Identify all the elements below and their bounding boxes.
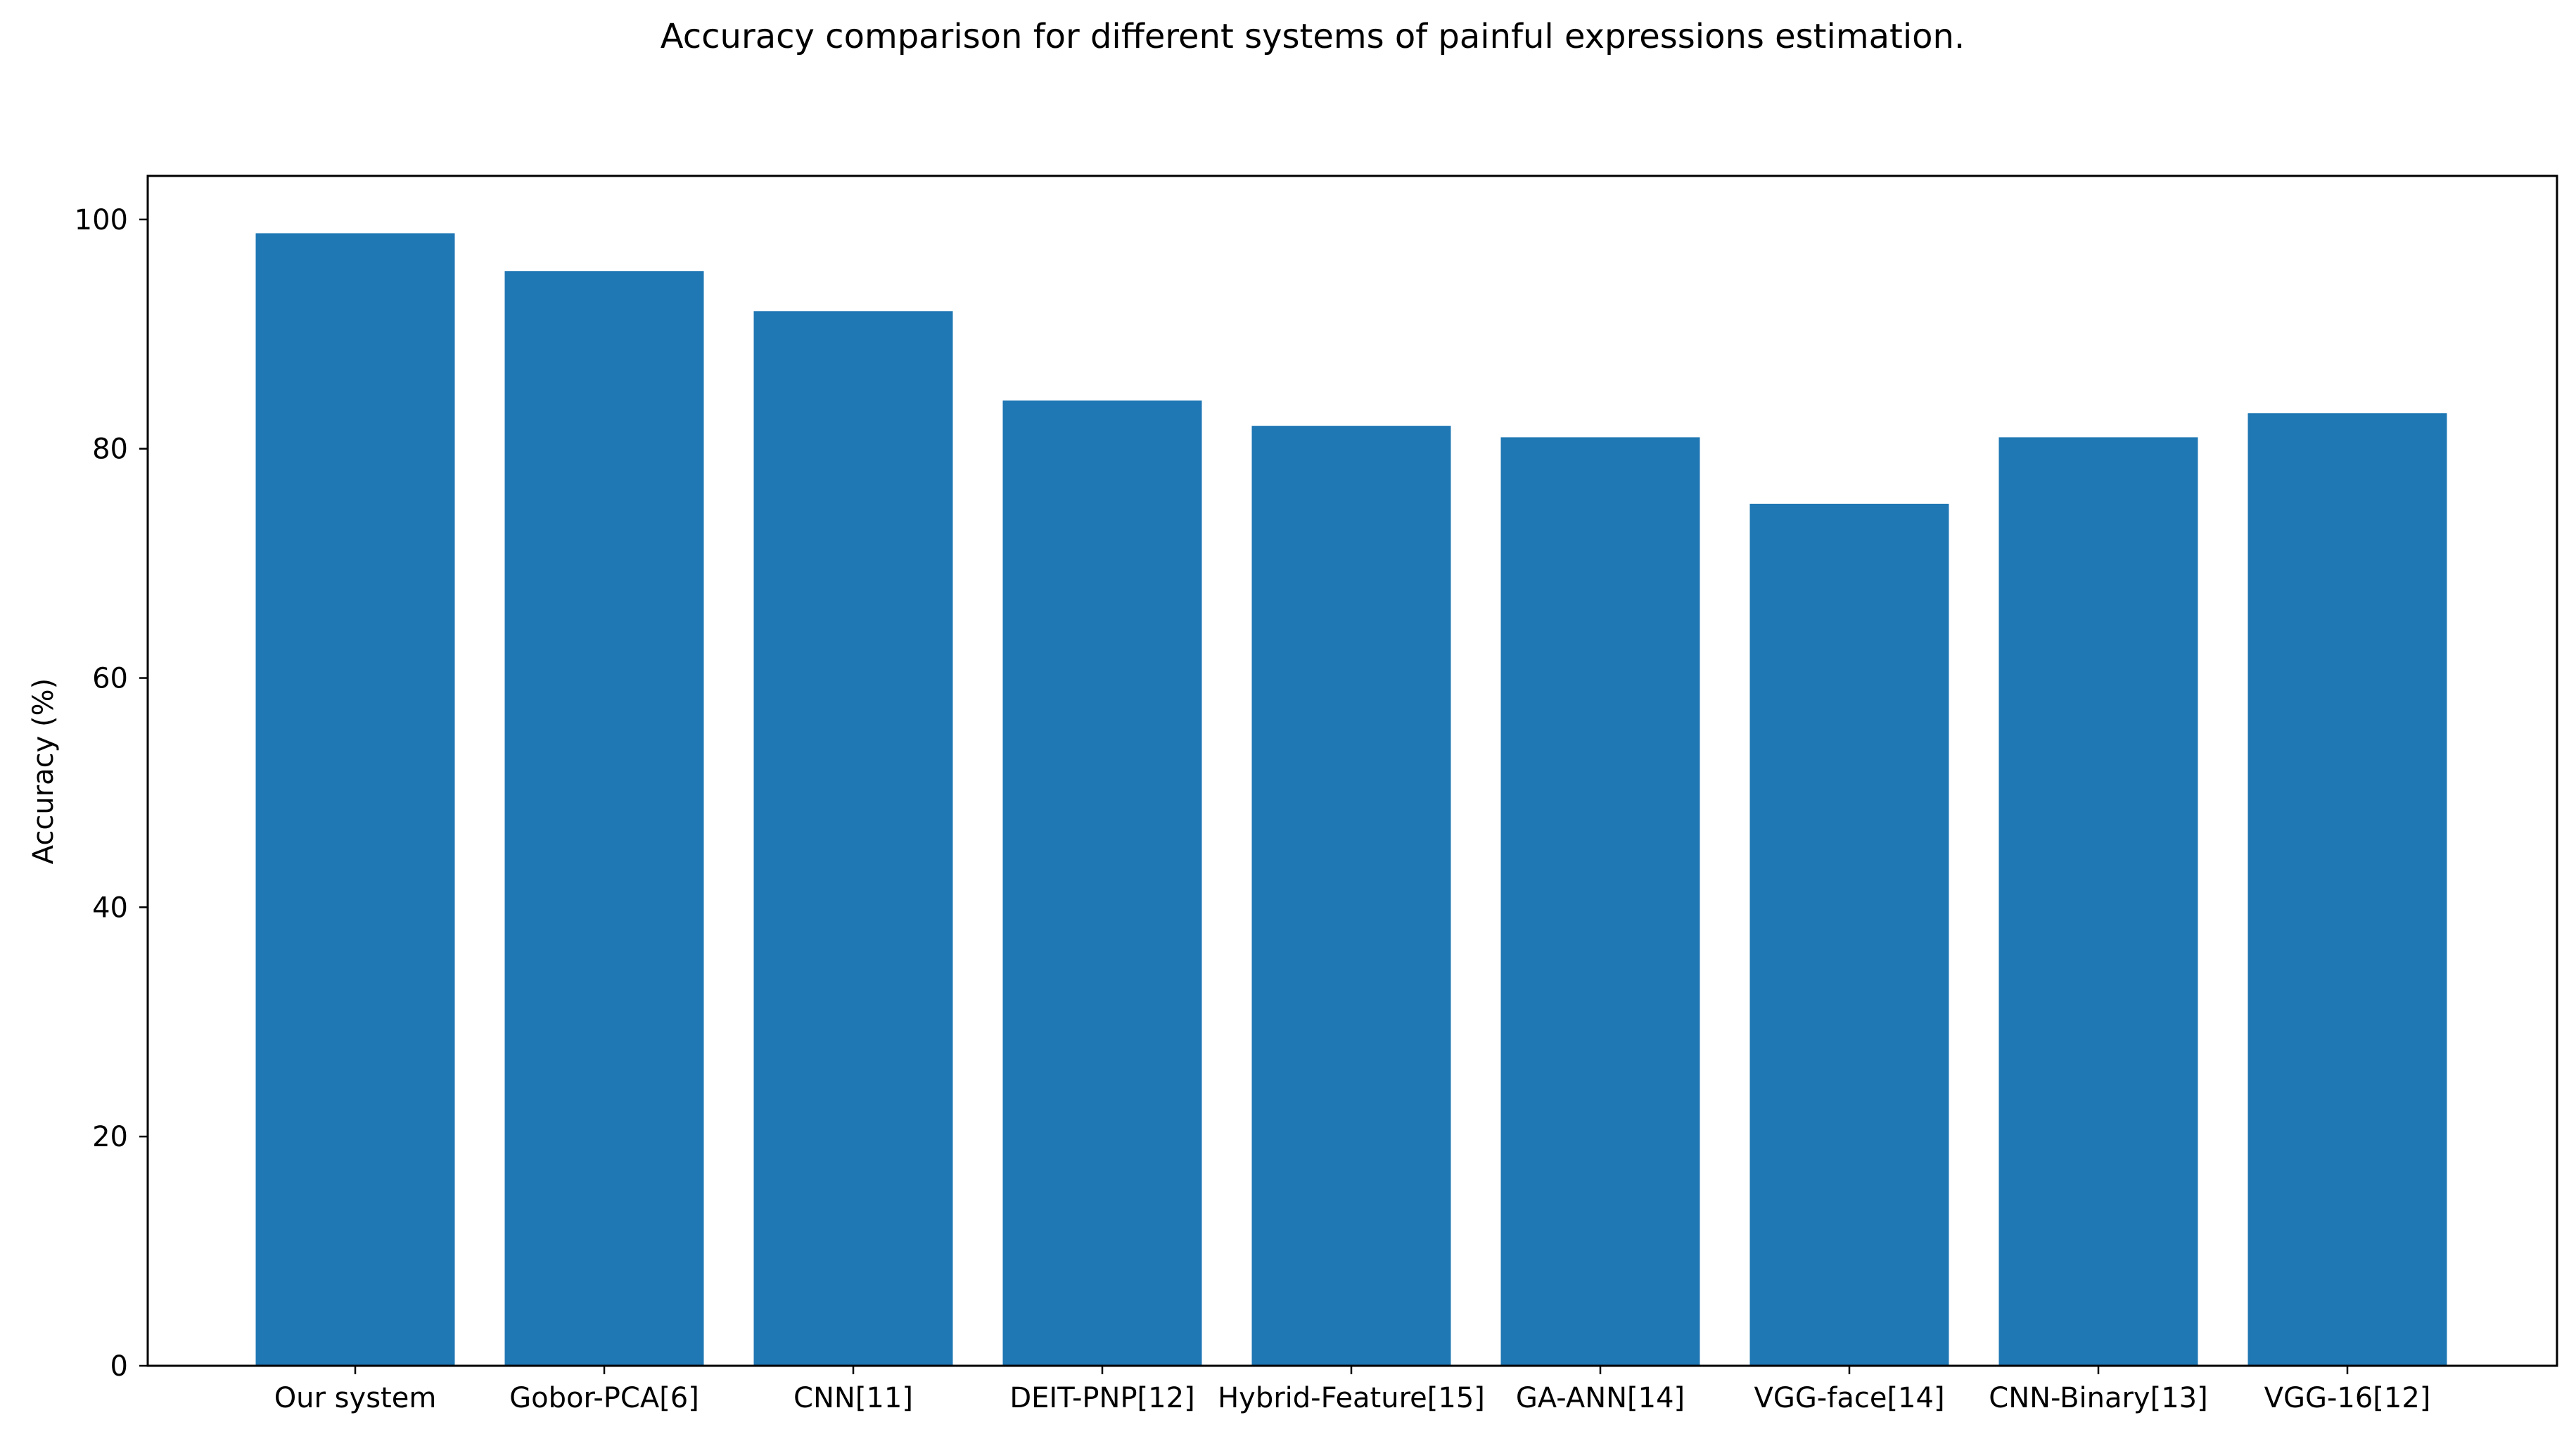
x-tick-label: CNN-Binary[13] [1989, 1382, 2207, 1414]
x-tick-label: GA-ANN[14] [1516, 1382, 1685, 1414]
chart-title: Accuracy comparison for different system… [661, 17, 1965, 56]
bar-2 [753, 311, 953, 1366]
bar-8 [2247, 413, 2447, 1366]
y-axis-label: Accuracy (%) [27, 678, 60, 865]
y-tick-label: 0 [110, 1350, 128, 1383]
x-axis-ticks: Our system Gobor-PCA[6] CNN[11] DEIT-PNP[12… [274, 1366, 2431, 1414]
bar-4 [1251, 426, 1451, 1366]
y-tick-label: 80 [92, 433, 128, 466]
y-tick-label: 20 [92, 1121, 128, 1153]
bar-7 [1998, 437, 2198, 1366]
y-tick-label: 100 [75, 204, 128, 236]
bar-0 [255, 233, 455, 1366]
x-tick-label: VGG-16[12] [2264, 1382, 2431, 1414]
bars-group [255, 233, 2447, 1366]
bar-5 [1500, 437, 1700, 1366]
bar-6 [1749, 503, 1949, 1366]
y-tick-label: 60 [92, 663, 128, 695]
y-tick-label: 40 [92, 892, 128, 924]
bar-3 [1002, 400, 1202, 1366]
plot-frame [146, 175, 2558, 1367]
y-axis-ticks: 0 20 40 60 80 100 [75, 204, 148, 1383]
x-tick-label: Our system [274, 1382, 437, 1414]
x-tick-label: DEIT-PNP[12] [1009, 1382, 1194, 1414]
x-tick-label: CNN[11] [793, 1382, 913, 1414]
x-tick-label: Gobor-PCA[6] [509, 1382, 699, 1414]
bar-1 [504, 271, 704, 1366]
x-tick-label: VGG-face[14] [1754, 1382, 1944, 1414]
x-tick-label: Hybrid-Feature[15] [1218, 1382, 1485, 1414]
